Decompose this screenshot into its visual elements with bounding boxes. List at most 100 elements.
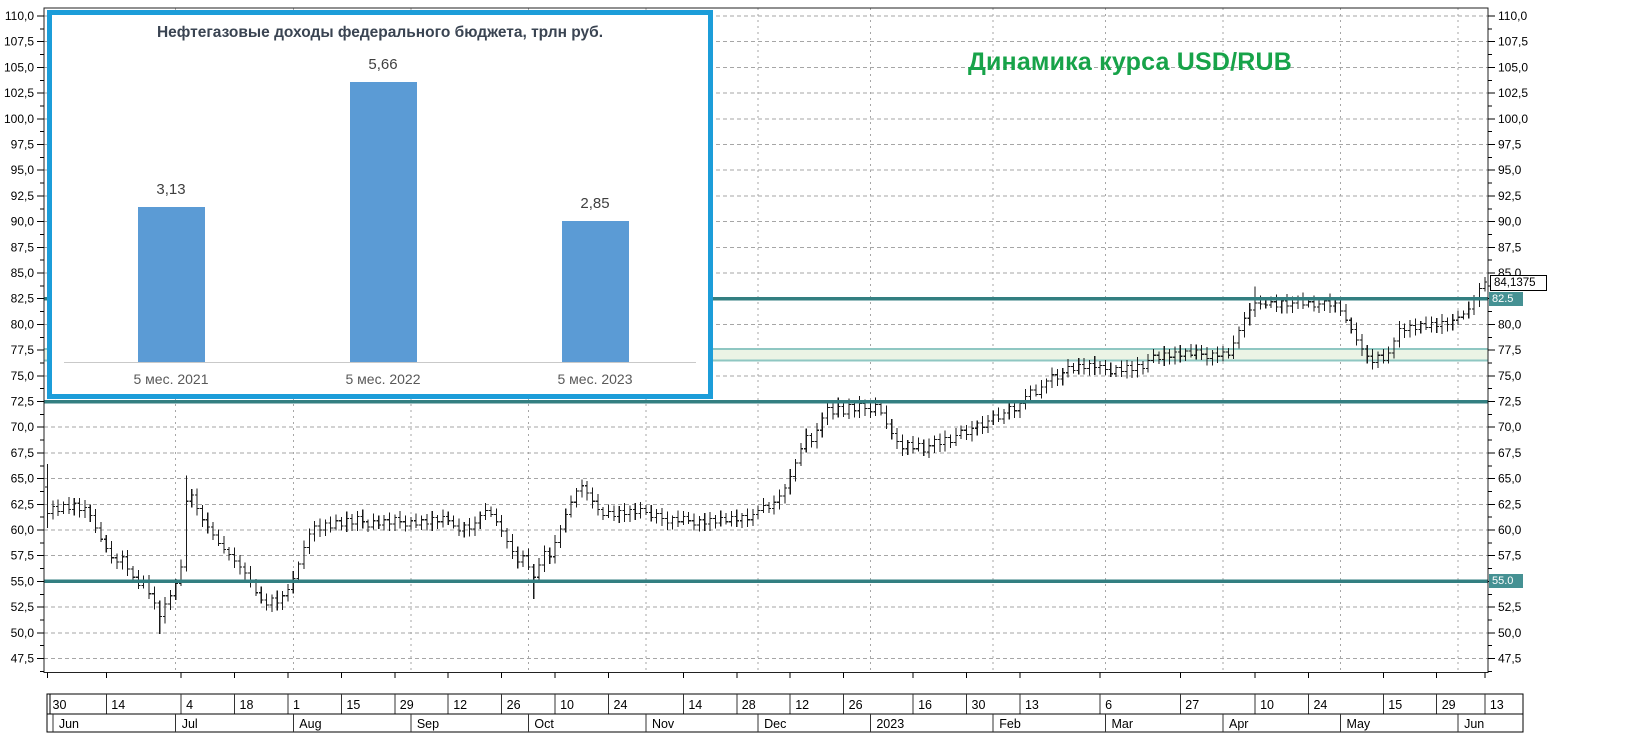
day-label: 10 <box>1260 698 1274 712</box>
day-label: 10 <box>560 698 574 712</box>
day-label: 15 <box>1388 698 1402 712</box>
y-tick-label: 107,5 <box>1498 35 1528 49</box>
day-row <box>46 693 1524 715</box>
month-label: Feb <box>999 717 1021 731</box>
day-label: 6 <box>1105 698 1112 712</box>
y-tick-label: 90,0 <box>1498 215 1522 229</box>
y-axis-left: 47,5 50,0 52,5 55,0 57,5 60,0 62,5 65,0 67,5 70,0… <box>4 9 44 672</box>
day-label: 24 <box>614 698 628 712</box>
day-label: 29 <box>400 698 414 712</box>
y-tick-label: 85,0 <box>11 266 35 280</box>
day-label: 28 <box>742 698 756 712</box>
y-tick-label: 107,5 <box>4 35 34 49</box>
day-label: 14 <box>111 698 125 712</box>
budget-bar <box>137 207 205 362</box>
budget-bar-category: 5 мес. 2021 <box>133 371 209 387</box>
budget-bar <box>561 221 629 362</box>
budget-bar <box>349 82 417 362</box>
y-tick-label: 105,0 <box>1498 60 1528 74</box>
y-tick-label: 67,5 <box>11 446 35 460</box>
day-label: 4 <box>186 698 193 712</box>
month-label: Sep <box>417 717 439 731</box>
day-label: 30 <box>53 698 67 712</box>
budget-bar-category: 5 мес. 2022 <box>345 371 421 387</box>
budget-bar-value: 2,85 <box>580 195 610 212</box>
y-axis-right: 47,5 50,0 52,5 57,5 60,0 62,5 65,0 67,5 70,0 72,5… <box>1488 9 1528 672</box>
y-tick-label: 97,5 <box>11 138 35 152</box>
y-tick-label: 65,0 <box>1498 472 1522 486</box>
y-tick-label: 100,0 <box>4 112 34 126</box>
budget-bar-category: 5 мес. 2023 <box>557 371 633 387</box>
level-tag-82-5: 82.5 <box>1489 292 1523 306</box>
month-label: Apr <box>1229 717 1248 731</box>
y-tick-label: 52,5 <box>1498 600 1522 614</box>
y-tick-label: 77,5 <box>11 343 35 357</box>
budget-bar-value: 5,66 <box>368 56 398 73</box>
month-label: Jul <box>182 717 198 731</box>
inset-title: Нефтегазовые доходы федерального бюджета… <box>156 24 604 41</box>
month-label: 2023 <box>876 717 904 731</box>
y-tick-label: 60,0 <box>1498 523 1522 537</box>
day-label: 24 <box>1313 698 1327 712</box>
day-label: 26 <box>507 698 521 712</box>
y-tick-label: 62,5 <box>11 497 35 511</box>
day-label: 15 <box>346 698 360 712</box>
day-label: 30 <box>972 698 986 712</box>
month-label: Dec <box>764 717 786 731</box>
y-tick-label: 52,5 <box>11 600 35 614</box>
y-tick-label: 57,5 <box>1498 549 1522 563</box>
y-tick-label: 75,0 <box>11 369 35 383</box>
day-label: 13 <box>1490 698 1504 712</box>
y-tick-label: 57,5 <box>11 549 35 563</box>
y-tick-label: 87,5 <box>1498 240 1522 254</box>
month-label: Oct <box>534 717 554 731</box>
y-tick-label: 100,0 <box>1498 112 1528 126</box>
day-label: 26 <box>849 698 863 712</box>
budget-bar-value: 3,13 <box>156 181 186 199</box>
y-tick-label: 67,5 <box>1498 446 1522 460</box>
plot-border <box>43 7 1489 673</box>
month-label: Nov <box>652 717 675 731</box>
day-label: 14 <box>688 698 702 712</box>
y-tick-label: 80,0 <box>1498 317 1522 331</box>
month-label: Aug <box>299 717 321 731</box>
day-label: 29 <box>1442 698 1456 712</box>
month-row <box>46 713 1524 733</box>
month-label: Jun <box>1464 717 1484 731</box>
y-tick-label: 55,0 <box>11 574 35 588</box>
y-tick-label: 110,0 <box>1498 9 1527 23</box>
y-tick-label: 60,0 <box>11 523 35 537</box>
month-label: May <box>1347 717 1371 731</box>
y-tick-label: 70,0 <box>1498 420 1522 434</box>
budget-inset-chart: Нефтегазовые доходы федерального бюджета… <box>47 10 713 399</box>
month-label: Mar <box>1111 717 1133 731</box>
y-tick-label: 95,0 <box>1498 163 1522 177</box>
level-tag-55-0: 55.0 <box>1489 574 1523 588</box>
y-tick-label: 80,0 <box>11 317 35 331</box>
y-tick-label: 77,5 <box>1498 343 1522 357</box>
y-tick-label: 110,0 <box>5 9 34 23</box>
day-label: 16 <box>918 698 932 712</box>
y-tick-label: 65,0 <box>11 472 35 486</box>
day-label: 27 <box>1185 698 1199 712</box>
y-tick-label: 90,0 <box>11 215 35 229</box>
y-tick-label: 105,0 <box>4 60 34 74</box>
y-tick-label: 97,5 <box>1498 138 1522 152</box>
y-tick-label: 102,5 <box>1498 86 1528 100</box>
band-fill <box>44 349 1488 361</box>
y-tick-label: 92,5 <box>1498 189 1522 203</box>
day-label: 12 <box>453 698 467 712</box>
y-tick-label: 47,5 <box>1498 652 1522 666</box>
day-label: 1 <box>293 698 300 712</box>
y-tick-label: 72,5 <box>11 395 35 409</box>
x-axis: 30 14 4 18 1 15 29 12 26 10 24 14 28 12 26 16 30 13 6 27 10 2… <box>46 672 1524 733</box>
last-price-tag: 84,1375 <box>1490 275 1547 291</box>
y-tick-label: 70,0 <box>11 420 35 434</box>
y-tick-label: 50,0 <box>1498 626 1522 640</box>
day-label: 13 <box>1025 698 1039 712</box>
y-tick-label: 95,0 <box>11 163 35 177</box>
day-label: 18 <box>240 698 254 712</box>
y-tick-label: 47,5 <box>11 652 35 666</box>
inset-baseline <box>64 362 696 363</box>
